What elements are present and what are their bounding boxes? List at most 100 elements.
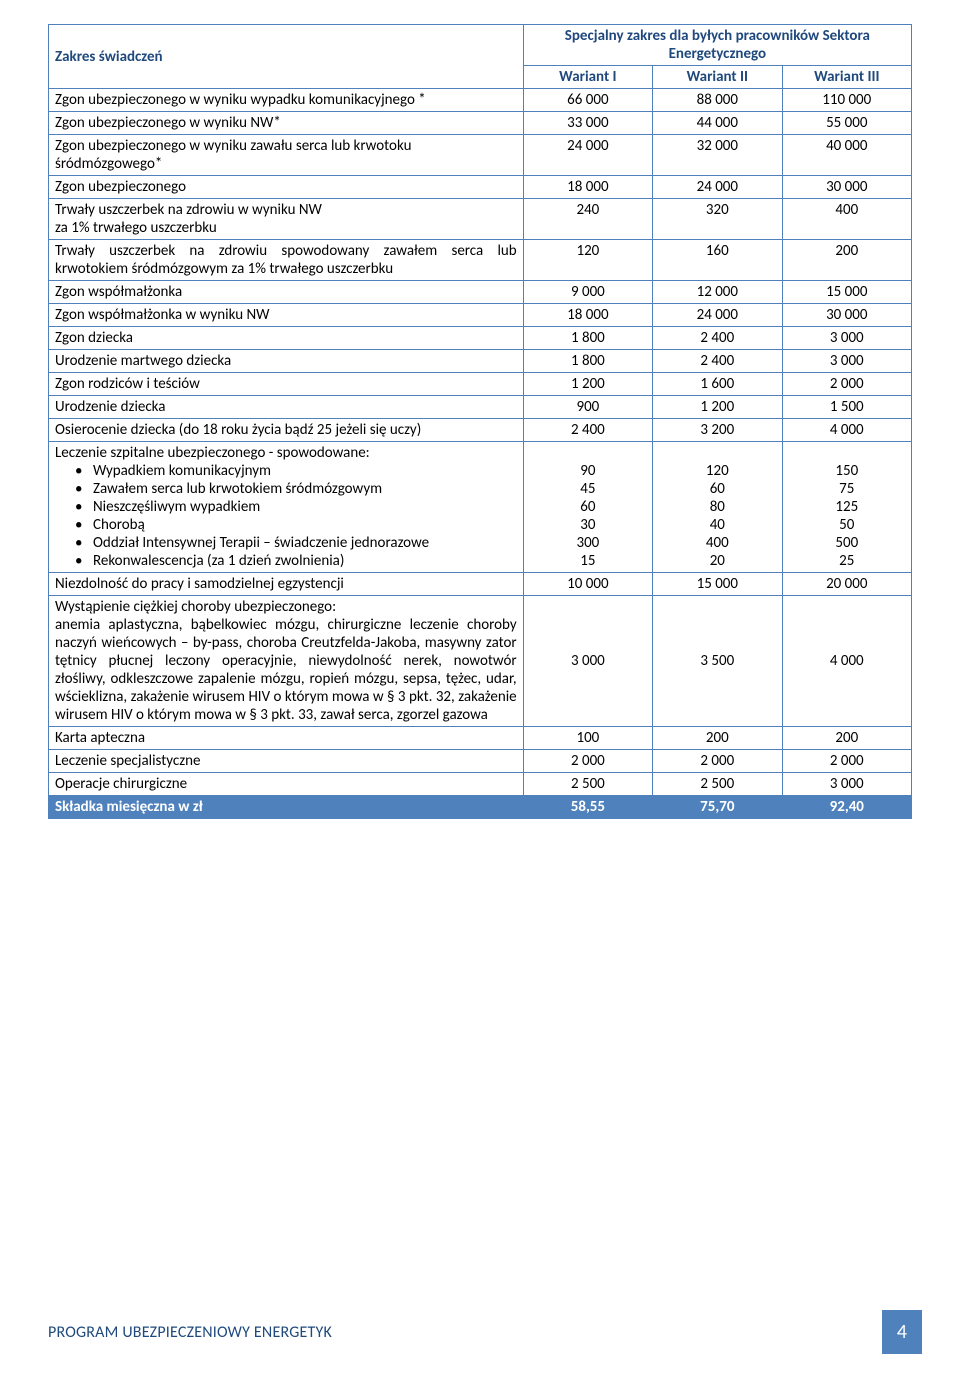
row-label: Zgon ubezpieczonego w wyniku NW* (49, 112, 524, 135)
row-value: 33 000 (523, 112, 652, 135)
table-row-illness: Wystąpienie ciężkiej choroby ubezpieczon… (49, 596, 912, 727)
row-label: Trwały uszczerbek na zdrowiu w wyniku NW… (49, 199, 524, 240)
row-value: 55 000 (782, 112, 911, 135)
row-label: Operacje chirurgiczne (49, 773, 524, 796)
premium-value: 58,55 (523, 796, 652, 819)
table-row: Zgon ubezpieczonego w wyniku NW*33 00044… (49, 112, 912, 135)
hospital-values: 150751255050025 (782, 442, 911, 573)
table-row: Zgon współmałżonka9 00012 00015 000 (49, 281, 912, 304)
hospital-values: 9045603030015 (523, 442, 652, 573)
row-label: Urodzenie martwego dziecka (49, 350, 524, 373)
header-variant-3: Wariant III (782, 66, 911, 89)
row-value: 40 000 (782, 135, 911, 176)
header-variant-2: Wariant II (653, 66, 782, 89)
row-value: 2 400 (653, 327, 782, 350)
row-value: 3 000 (782, 327, 911, 350)
row-value: 30 000 (782, 304, 911, 327)
row-value: 32 000 (653, 135, 782, 176)
benefits-table: Zakres świadczeń Specjalny zakres dla by… (48, 24, 912, 819)
row-value: 200 (782, 727, 911, 750)
row-value: 20 000 (782, 573, 911, 596)
row-value: 240 (523, 199, 652, 240)
row-value: 100 (523, 727, 652, 750)
row-value: 4 000 (782, 419, 911, 442)
table-row-premium: Składka miesięczna w zł58,5575,7092,40 (49, 796, 912, 819)
program-footer: PROGRAM UBEZPIECZENIOWY ENERGETYK (48, 1323, 332, 1342)
row-value: 200 (653, 727, 782, 750)
row-value: 3 000 (782, 350, 911, 373)
row-value: 900 (523, 396, 652, 419)
row-label: Zgon ubezpieczonego w wyniku zawału serc… (49, 135, 524, 176)
row-value: 400 (782, 199, 911, 240)
row-value: 30 000 (782, 176, 911, 199)
row-value: 2 400 (653, 350, 782, 373)
row-value: 2 400 (523, 419, 652, 442)
table-row: Trwały uszczerbek na zdrowiu w wyniku NW… (49, 199, 912, 240)
row-value: 2 500 (523, 773, 652, 796)
row-value: 4 000 (782, 596, 911, 727)
row-label: Zgon ubezpieczonego (49, 176, 524, 199)
row-value: 200 (782, 240, 911, 281)
row-value: 3 000 (782, 773, 911, 796)
row-label: Trwały uszczerbek na zdrowiu spowodowany… (49, 240, 524, 281)
table-row: Operacje chirurgiczne2 5002 5003 000 (49, 773, 912, 796)
row-value: 44 000 (653, 112, 782, 135)
header-variant-1: Wariant I (523, 66, 652, 89)
table-row: Zgon ubezpieczonego w wyniku zawału serc… (49, 135, 912, 176)
hospital-label: Leczenie szpitalne ubezpieczonego - spow… (49, 442, 524, 573)
row-label: Zgon współmałżonka (49, 281, 524, 304)
page-number: 4 (882, 1310, 922, 1354)
row-value: 10 000 (523, 573, 652, 596)
header-special-scope: Specjalny zakres dla byłych pracowników … (523, 25, 911, 66)
table-row: Zgon rodziców i teściów1 2001 6002 000 (49, 373, 912, 396)
row-value: 3 500 (653, 596, 782, 727)
table-row-hospital: Leczenie szpitalne ubezpieczonego - spow… (49, 442, 912, 573)
row-value: 24 000 (523, 135, 652, 176)
row-value: 18 000 (523, 304, 652, 327)
row-value: 160 (653, 240, 782, 281)
table-row: Leczenie specjalistyczne2 0002 0002 000 (49, 750, 912, 773)
row-label: Osierocenie dziecka (do 18 roku życia bą… (49, 419, 524, 442)
row-value: 18 000 (523, 176, 652, 199)
row-value: 24 000 (653, 304, 782, 327)
premium-label: Składka miesięczna w zł (49, 796, 524, 819)
row-value: 24 000 (653, 176, 782, 199)
row-value: 9 000 (523, 281, 652, 304)
table-row: Karta apteczna100200200 (49, 727, 912, 750)
row-value: 110 000 (782, 89, 911, 112)
premium-value: 75,70 (653, 796, 782, 819)
row-value: 15 000 (782, 281, 911, 304)
row-value: 66 000 (523, 89, 652, 112)
row-value: 320 (653, 199, 782, 240)
row-value: 120 (523, 240, 652, 281)
row-label: Niezdolność do pracy i samodzielnej egzy… (49, 573, 524, 596)
hospital-values: 12060804040020 (653, 442, 782, 573)
table-row: Niezdolność do pracy i samodzielnej egzy… (49, 573, 912, 596)
row-label: Karta apteczna (49, 727, 524, 750)
row-label: Leczenie specjalistyczne (49, 750, 524, 773)
row-label: Urodzenie dziecka (49, 396, 524, 419)
row-value: 15 000 (653, 573, 782, 596)
table-row: Zgon dziecka1 8002 4003 000 (49, 327, 912, 350)
table-row: Urodzenie dziecka9001 2001 500 (49, 396, 912, 419)
row-value: 12 000 (653, 281, 782, 304)
row-value: 3 200 (653, 419, 782, 442)
table-row: Zgon ubezpieczonego w wyniku wypadku kom… (49, 89, 912, 112)
row-value: 1 200 (653, 396, 782, 419)
row-label: Zgon ubezpieczonego w wyniku wypadku kom… (49, 89, 524, 112)
page: Zakres świadczeń Specjalny zakres dla by… (0, 0, 960, 1382)
row-value: 1 600 (653, 373, 782, 396)
row-label: Zgon rodziców i teściów (49, 373, 524, 396)
row-value: 2 000 (782, 373, 911, 396)
header-scope: Zakres świadczeń (49, 25, 524, 89)
premium-value: 92,40 (782, 796, 911, 819)
table-row: Trwały uszczerbek na zdrowiu spowodowany… (49, 240, 912, 281)
row-value: 3 000 (523, 596, 652, 727)
row-value: 2 000 (653, 750, 782, 773)
table-row: Urodzenie martwego dziecka1 8002 4003 00… (49, 350, 912, 373)
table-row: Zgon ubezpieczonego18 00024 00030 000 (49, 176, 912, 199)
row-value: 1 500 (782, 396, 911, 419)
row-label: Zgon współmałżonka w wyniku NW (49, 304, 524, 327)
row-label: Zgon dziecka (49, 327, 524, 350)
row-value: 1 800 (523, 350, 652, 373)
